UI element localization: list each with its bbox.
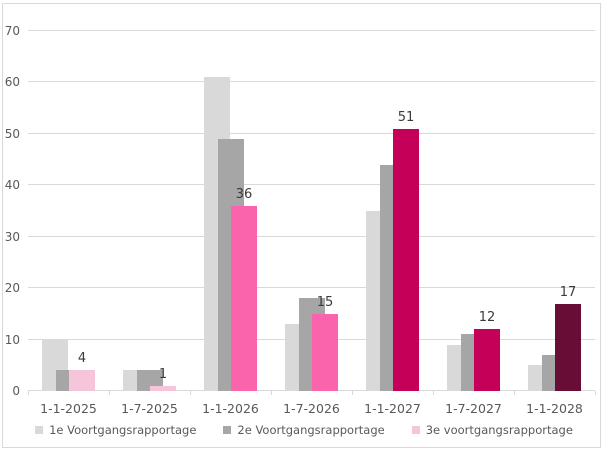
bar-data-label: 51	[397, 109, 415, 125]
x-axis-label: 1-1-2026	[202, 401, 259, 416]
bar-data-label: 36	[235, 186, 253, 202]
x-axis-tick	[352, 391, 353, 395]
legend-label: 3e voortgangsrapportage	[425, 423, 573, 437]
x-axis-tick	[595, 391, 596, 395]
bar-data-label: 4	[77, 351, 87, 367]
legend-item: 3e voortgangsrapportage	[411, 423, 573, 437]
x-axis-label: 1-1-2025	[40, 401, 97, 416]
y-axis-label: 50	[4, 126, 20, 141]
legend-item: 2e Voortgangsrapportage	[223, 423, 385, 437]
y-axis-label: 70	[4, 24, 20, 38]
bar-data-label: 17	[559, 284, 577, 300]
x-axis-tick	[433, 391, 434, 395]
bar-data-label: 12	[478, 310, 496, 326]
x-axis-label: 1-7-2026	[283, 401, 340, 416]
y-axis-label: 10	[4, 332, 20, 347]
legend-marker-icon	[223, 426, 232, 434]
bar	[555, 303, 581, 391]
legend-label: 2e Voortgangsrapportage	[237, 423, 385, 437]
bar	[393, 128, 419, 391]
plot-area: 4 1 36 15 51 12 17	[28, 30, 595, 391]
bar	[231, 205, 257, 391]
y-axis-label: 20	[4, 281, 20, 296]
legend-item: 1e Voortgangsrapportage	[35, 423, 196, 437]
bar	[474, 329, 500, 391]
bar	[69, 370, 95, 391]
gridline	[28, 235, 595, 237]
gridline	[28, 287, 595, 289]
legend-marker-icon	[411, 426, 420, 434]
x-axis-tick	[190, 391, 191, 395]
bar	[150, 385, 176, 391]
gridline	[28, 30, 595, 31]
x-axis-tick	[514, 391, 515, 395]
y-axis-label: 40	[4, 178, 20, 193]
x-axis-tick	[28, 391, 29, 395]
legend-label: 1e Voortgangsrapportage	[49, 423, 197, 437]
x-axis-tick	[271, 391, 272, 395]
gridline	[28, 81, 595, 83]
legend: 1e Voortgangsrapportage 2e Voortgangsrapp…	[0, 423, 608, 437]
bar-data-label: 1	[158, 366, 168, 382]
x-axis-label: 1-1-2028	[526, 401, 583, 416]
y-axis-label: 0	[12, 384, 20, 398]
bar-data-label: 15	[316, 294, 334, 310]
x-axis-tick	[109, 391, 110, 395]
y-axis-label: 30	[4, 229, 20, 244]
gridline	[28, 132, 595, 134]
bar	[312, 313, 338, 391]
x-axis-label: 1-7-2025	[121, 401, 178, 416]
x-axis-label: 1-1-2027	[364, 401, 421, 416]
x-axis-label: 1-7-2027	[445, 401, 502, 416]
y-axis-label: 60	[4, 75, 20, 90]
legend-marker-icon	[35, 426, 44, 434]
gridline	[28, 184, 595, 186]
